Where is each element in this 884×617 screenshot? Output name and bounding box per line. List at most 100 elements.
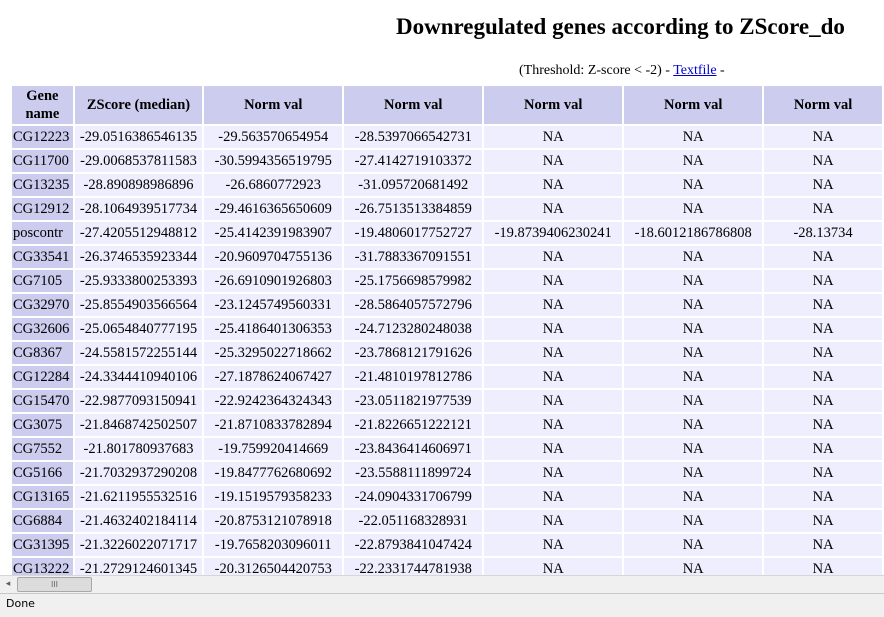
value-cell: -19.8739406230241 bbox=[484, 222, 623, 244]
table-row: CG12284 -24.3344410940106 -27.187862406742… bbox=[12, 366, 882, 388]
column-header-norm-val: Norm val bbox=[484, 86, 623, 124]
value-cell: NA bbox=[624, 486, 763, 508]
table-row: CG32970 -25.8554903566564 -23.124574956033… bbox=[12, 294, 882, 316]
horizontal-scrollbar[interactable]: ◂ III bbox=[0, 575, 884, 593]
value-cell: -23.5588111899724 bbox=[344, 462, 483, 484]
value-cell: NA bbox=[484, 462, 623, 484]
value-cell: NA bbox=[624, 438, 763, 460]
table-viewport[interactable]: Gene name ZScore (median) Norm val Norm val… bbox=[0, 84, 884, 575]
value-cell: NA bbox=[484, 366, 623, 388]
value-cell: NA bbox=[764, 558, 882, 575]
value-cell: NA bbox=[624, 558, 763, 575]
scroll-thumb[interactable]: III bbox=[17, 577, 92, 592]
value-cell: -24.7123280248038 bbox=[344, 318, 483, 340]
gene-name-cell: CG13222 bbox=[12, 558, 73, 575]
value-cell: -28.890898986896 bbox=[74, 174, 203, 196]
gene-name-cell: CG6884 bbox=[12, 510, 73, 532]
value-cell: NA bbox=[624, 174, 763, 196]
value-cell: -19.8477762680692 bbox=[204, 462, 343, 484]
value-cell: -27.4142719103372 bbox=[344, 150, 483, 172]
textfile-link[interactable]: Textfile bbox=[673, 63, 717, 78]
value-cell: -19.759920414669 bbox=[204, 438, 343, 460]
value-cell: -23.0511821977539 bbox=[344, 390, 483, 412]
table-row: CG8367 -24.5581572255144 -25.3295022718662… bbox=[12, 342, 882, 364]
value-cell: -31.095720681492 bbox=[344, 174, 483, 196]
value-cell: NA bbox=[484, 246, 623, 268]
value-cell: -31.7883367091551 bbox=[344, 246, 483, 268]
table-row: poscontr -27.4205512948812 -25.41423919839… bbox=[12, 222, 882, 244]
value-cell: NA bbox=[624, 366, 763, 388]
value-cell: -19.7658203096011 bbox=[204, 534, 343, 556]
value-cell: NA bbox=[624, 534, 763, 556]
value-cell: -30.5994356519795 bbox=[204, 150, 343, 172]
value-cell: -28.5397066542731 bbox=[344, 126, 483, 148]
value-cell: NA bbox=[624, 294, 763, 316]
value-cell: -25.1756698579982 bbox=[344, 270, 483, 292]
value-cell: -26.6860772923 bbox=[204, 174, 343, 196]
gene-name-cell: CG11700 bbox=[12, 150, 73, 172]
table-row: CG3075 -21.8468742502507 -21.8710833782894… bbox=[12, 414, 882, 436]
gene-name-cell: CG7105 bbox=[12, 270, 73, 292]
value-cell: -26.3746535923344 bbox=[74, 246, 203, 268]
value-cell: NA bbox=[624, 126, 763, 148]
gene-name-cell: CG32606 bbox=[12, 318, 73, 340]
gene-name-cell: CG8367 bbox=[12, 342, 73, 364]
value-cell: NA bbox=[624, 198, 763, 220]
column-header-norm-val: Norm val bbox=[344, 86, 483, 124]
value-cell: -22.9877093150941 bbox=[74, 390, 203, 412]
gene-table: Gene name ZScore (median) Norm val Norm val… bbox=[10, 84, 884, 575]
value-cell: NA bbox=[764, 318, 882, 340]
table-row: CG31395 -21.3226022071717 -19.765820309601… bbox=[12, 534, 882, 556]
value-cell: NA bbox=[624, 462, 763, 484]
gene-name-cell: CG15470 bbox=[12, 390, 73, 412]
value-cell: -18.6012186786808 bbox=[624, 222, 763, 244]
column-header-gene-name: Gene name bbox=[12, 86, 73, 124]
value-cell: NA bbox=[484, 342, 623, 364]
table-row: CG12223 -29.0516386546135 -29.563570654954… bbox=[12, 126, 882, 148]
gene-name-cell: CG12284 bbox=[12, 366, 73, 388]
value-cell: NA bbox=[624, 342, 763, 364]
table-row: CG7552 -21.801780937683 -19.759920414669 -2… bbox=[12, 438, 882, 460]
value-cell: -29.4616365650609 bbox=[204, 198, 343, 220]
value-cell: NA bbox=[484, 198, 623, 220]
table-row: CG13222 -21.2729124601345 -20.312650442075… bbox=[12, 558, 882, 575]
value-cell: -25.0654840777195 bbox=[74, 318, 203, 340]
scroll-left-arrow-icon[interactable]: ◂ bbox=[5, 579, 11, 589]
value-cell: NA bbox=[624, 150, 763, 172]
value-cell: -21.8468742502507 bbox=[74, 414, 203, 436]
value-cell: NA bbox=[484, 486, 623, 508]
value-cell: -29.0068537811583 bbox=[74, 150, 203, 172]
value-cell: -22.9242364324343 bbox=[204, 390, 343, 412]
value-cell: NA bbox=[624, 390, 763, 412]
table-row: CG13235 -28.890898986896 -26.6860772923 -31… bbox=[12, 174, 882, 196]
value-cell: -27.1878624067427 bbox=[204, 366, 343, 388]
value-cell: -25.4142391983907 bbox=[204, 222, 343, 244]
value-cell: -27.4205512948812 bbox=[74, 222, 203, 244]
value-cell: NA bbox=[484, 174, 623, 196]
value-cell: NA bbox=[484, 150, 623, 172]
column-header-norm-val: Norm val bbox=[764, 86, 882, 124]
table-header-row: Gene name ZScore (median) Norm val Norm val… bbox=[12, 86, 882, 124]
column-header-zscore: ZScore (median) bbox=[74, 86, 203, 124]
gene-name-cell: CG12912 bbox=[12, 198, 73, 220]
value-cell: -19.1519579358233 bbox=[204, 486, 343, 508]
value-cell: NA bbox=[764, 126, 882, 148]
value-cell: -25.4186401306353 bbox=[204, 318, 343, 340]
table-row: CG13165 -21.6211955532516 -19.151957935823… bbox=[12, 486, 882, 508]
threshold-line: (Threshold: Z-score < -2) - Textfile - bbox=[519, 63, 725, 79]
status-text: Done bbox=[6, 597, 35, 610]
value-cell: -21.801780937683 bbox=[74, 438, 203, 460]
value-cell: -28.13734 bbox=[764, 222, 882, 244]
table-row: CG33541 -26.3746535923344 -20.960970475513… bbox=[12, 246, 882, 268]
value-cell: NA bbox=[484, 270, 623, 292]
table-row: CG11700 -29.0068537811583 -30.599435651979… bbox=[12, 150, 882, 172]
value-cell: -19.4806017752727 bbox=[344, 222, 483, 244]
value-cell: -20.8753121078918 bbox=[204, 510, 343, 532]
value-cell: NA bbox=[764, 462, 882, 484]
gene-name-cell: CG5166 bbox=[12, 462, 73, 484]
value-cell: NA bbox=[764, 270, 882, 292]
value-cell: -28.1064939517734 bbox=[74, 198, 203, 220]
value-cell: NA bbox=[764, 510, 882, 532]
value-cell: -29.563570654954 bbox=[204, 126, 343, 148]
column-header-norm-val: Norm val bbox=[624, 86, 763, 124]
